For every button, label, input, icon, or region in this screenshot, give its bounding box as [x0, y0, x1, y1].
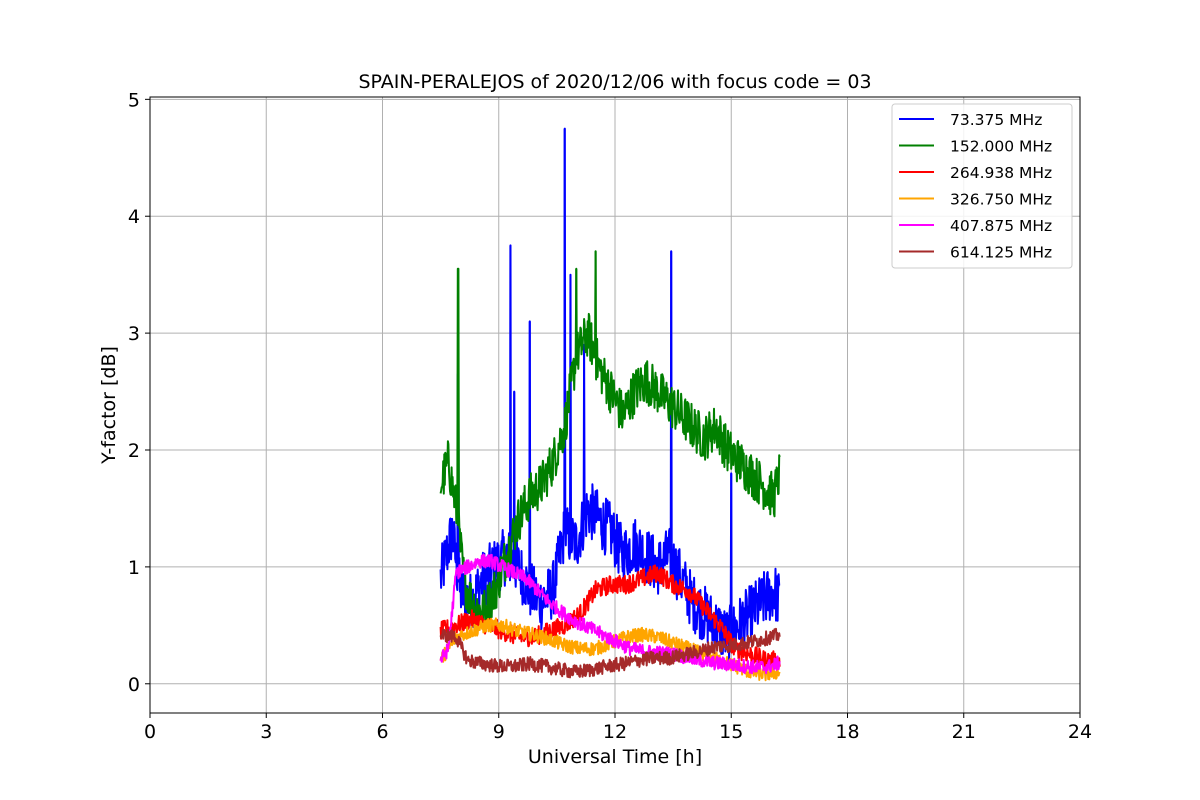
y-axis-label: Y-factor [dB]: [98, 346, 120, 465]
series-path: [439, 250, 781, 630]
x-tick-label: 9: [493, 721, 505, 743]
legend-box: [891, 103, 1073, 269]
series-path: [439, 553, 781, 675]
series-path: [439, 627, 781, 679]
x-tick-label: 3: [260, 721, 272, 743]
legend-label: 407.875 MHz: [950, 217, 1052, 235]
legend-label: 264.938 MHz: [950, 164, 1052, 182]
series-line: [439, 250, 781, 630]
x-tick-label: 6: [376, 721, 388, 743]
legend: 73.375 MHz 152.000 MHz 264.938 MHz 326.750 …: [891, 103, 1073, 269]
x-tick-label: 21: [952, 721, 976, 743]
legend-label: 614.125 MHz: [950, 244, 1052, 262]
x-tick-label: 12: [603, 721, 627, 743]
series-line: [439, 627, 781, 679]
chart-title: SPAIN-PERALEJOS of 2020/12/06 with focus…: [358, 71, 871, 93]
y-tick-label: 3: [128, 323, 140, 345]
series-line: [439, 553, 781, 675]
y-tick-label: 5: [128, 89, 140, 111]
legend-label: 152.000 MHz: [950, 138, 1052, 156]
x-tick-label: 18: [835, 721, 859, 743]
x-axis-label: Universal Time [h]: [528, 746, 702, 768]
y-tick-label: 0: [128, 674, 140, 696]
y-tick-label: 2: [128, 440, 140, 462]
y-tick-label: 4: [128, 206, 140, 228]
x-tick-label: 0: [144, 721, 156, 743]
legend-label: 326.750 MHz: [950, 191, 1052, 209]
x-tick-label: 15: [719, 721, 743, 743]
plot-lines: [439, 127, 781, 682]
x-tick-label: 24: [1068, 721, 1092, 743]
legend-label: 73.375 MHz: [950, 111, 1042, 129]
y-tick-label: 1: [128, 557, 140, 579]
